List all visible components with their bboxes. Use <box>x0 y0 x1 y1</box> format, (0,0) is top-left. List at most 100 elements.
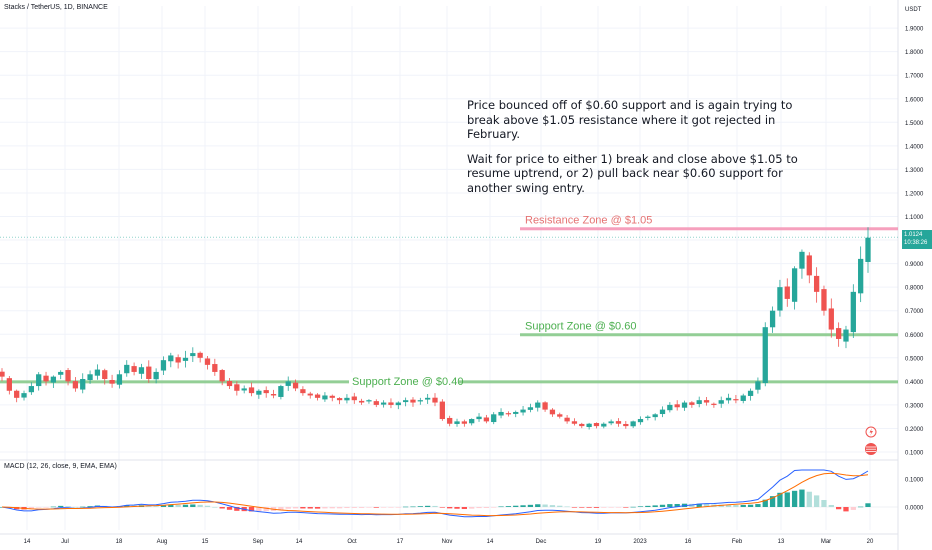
candle-body <box>806 255 812 276</box>
macd-histogram-bar <box>674 503 680 507</box>
macd-histogram-bar <box>380 507 387 508</box>
macd-histogram-bar <box>747 504 754 507</box>
macd-histogram-bar <box>28 507 34 509</box>
macd-histogram-bar <box>160 505 167 507</box>
macd-histogram-bar <box>182 504 189 507</box>
candle-body <box>432 397 438 403</box>
zone-line <box>520 227 898 231</box>
candle-body <box>513 411 519 414</box>
candle-body <box>740 395 746 401</box>
macd-histogram-bar <box>263 507 269 512</box>
y-tick-label: 1.5000 <box>905 121 924 127</box>
zone-label-bg <box>349 372 459 387</box>
macd-histogram-bar <box>483 507 490 508</box>
macd-histogram-bar <box>329 507 335 509</box>
candle-body <box>65 370 71 382</box>
macd-histogram-bar <box>491 507 497 508</box>
macd-histogram-bar <box>850 507 856 510</box>
macd-histogram-bar <box>608 507 614 508</box>
candle-body <box>608 421 614 424</box>
macd-histogram-bar <box>571 507 578 508</box>
candle-body <box>615 421 622 424</box>
candle-body <box>395 402 401 406</box>
candle-body <box>373 401 379 405</box>
candle-body <box>28 386 34 393</box>
macd-histogram-bar <box>72 506 79 508</box>
macd-histogram-bar <box>637 506 644 507</box>
candle-body <box>476 416 482 420</box>
macd-histogram-bar <box>447 507 453 509</box>
y-tick-label: 0.3000 <box>905 403 924 409</box>
candle-body <box>256 390 262 395</box>
macd-histogram-bar <box>645 505 651 507</box>
x-tick-label: 2023 <box>633 539 647 545</box>
x-tick-label: 14 <box>24 539 31 545</box>
candle-body <box>535 402 541 408</box>
signal-line <box>1 472 869 517</box>
macd-histogram-bar <box>197 504 203 507</box>
macd-histogram-bar <box>740 504 746 507</box>
macd-histogram-bar <box>733 504 739 507</box>
zone-label: Support Zone @ $0.40 <box>352 376 463 388</box>
macd-histogram-bar <box>696 503 702 507</box>
macd-line <box>1 469 869 518</box>
macd-tick-label: 0.1000 <box>905 478 924 484</box>
candle-body <box>586 423 592 428</box>
candle-body <box>219 370 225 382</box>
candle-body <box>557 414 563 417</box>
macd-histogram-bar <box>65 506 71 507</box>
candle-body <box>755 381 761 390</box>
candle-body <box>696 400 702 404</box>
macd-histogram-bar <box>762 499 768 507</box>
macd-histogram-bar <box>505 506 512 507</box>
macd-histogram-bar <box>836 507 842 510</box>
candle-body <box>843 329 849 342</box>
candle-body <box>725 397 732 401</box>
macd-histogram-bar <box>549 505 556 507</box>
y-tick-label: 1.7000 <box>905 74 924 80</box>
candle-body <box>21 393 27 398</box>
candle-body <box>278 386 284 397</box>
macd-histogram-bar <box>615 507 622 508</box>
y-tick-label: 1.3000 <box>905 168 924 174</box>
candle-body <box>36 374 42 387</box>
macd-histogram-bar <box>601 507 607 508</box>
candle-body <box>358 400 365 403</box>
y-tick-label: 0.5000 <box>905 356 924 362</box>
candle-body <box>461 421 467 424</box>
candle-body <box>498 411 504 416</box>
macd-indicator-label[interactable]: MACD (12, 26, close, 9, EMA, EMA) <box>4 463 117 470</box>
x-tick-label: 15 <box>202 539 209 545</box>
lightning-glyph <box>869 428 873 436</box>
candle-body <box>285 381 291 386</box>
x-tick-label: Feb <box>732 539 743 545</box>
macd-histogram-bar <box>36 507 42 508</box>
candle-body <box>791 268 798 302</box>
macd-histogram-bar <box>425 505 431 507</box>
macd-histogram-bar <box>769 496 776 507</box>
macd-histogram-bar <box>520 505 526 507</box>
candle-body <box>813 275 820 292</box>
y-tick-label: 0.8000 <box>905 286 924 292</box>
candle-body <box>821 289 827 311</box>
candle-body <box>681 402 688 408</box>
y-tick-label: 0.4000 <box>905 380 924 386</box>
candle-body <box>674 404 680 408</box>
candle-body <box>351 396 357 401</box>
x-tick-label: Aug <box>157 539 168 545</box>
macd-histogram-bar <box>469 507 475 509</box>
analysis-note: Price bounced off of $0.60 support and i… <box>467 98 817 205</box>
x-tick-label: 19 <box>595 539 602 545</box>
candle-body <box>858 258 864 294</box>
macd-histogram-bar <box>50 506 57 508</box>
macd-histogram-bar <box>777 492 783 507</box>
macd-histogram-bar <box>366 507 372 508</box>
candle-body <box>292 382 299 389</box>
candle-body <box>425 397 431 400</box>
macd-histogram-bar <box>344 507 350 509</box>
candle-body <box>314 394 321 398</box>
candle-body <box>388 402 394 405</box>
macd-histogram-bar <box>828 504 834 507</box>
